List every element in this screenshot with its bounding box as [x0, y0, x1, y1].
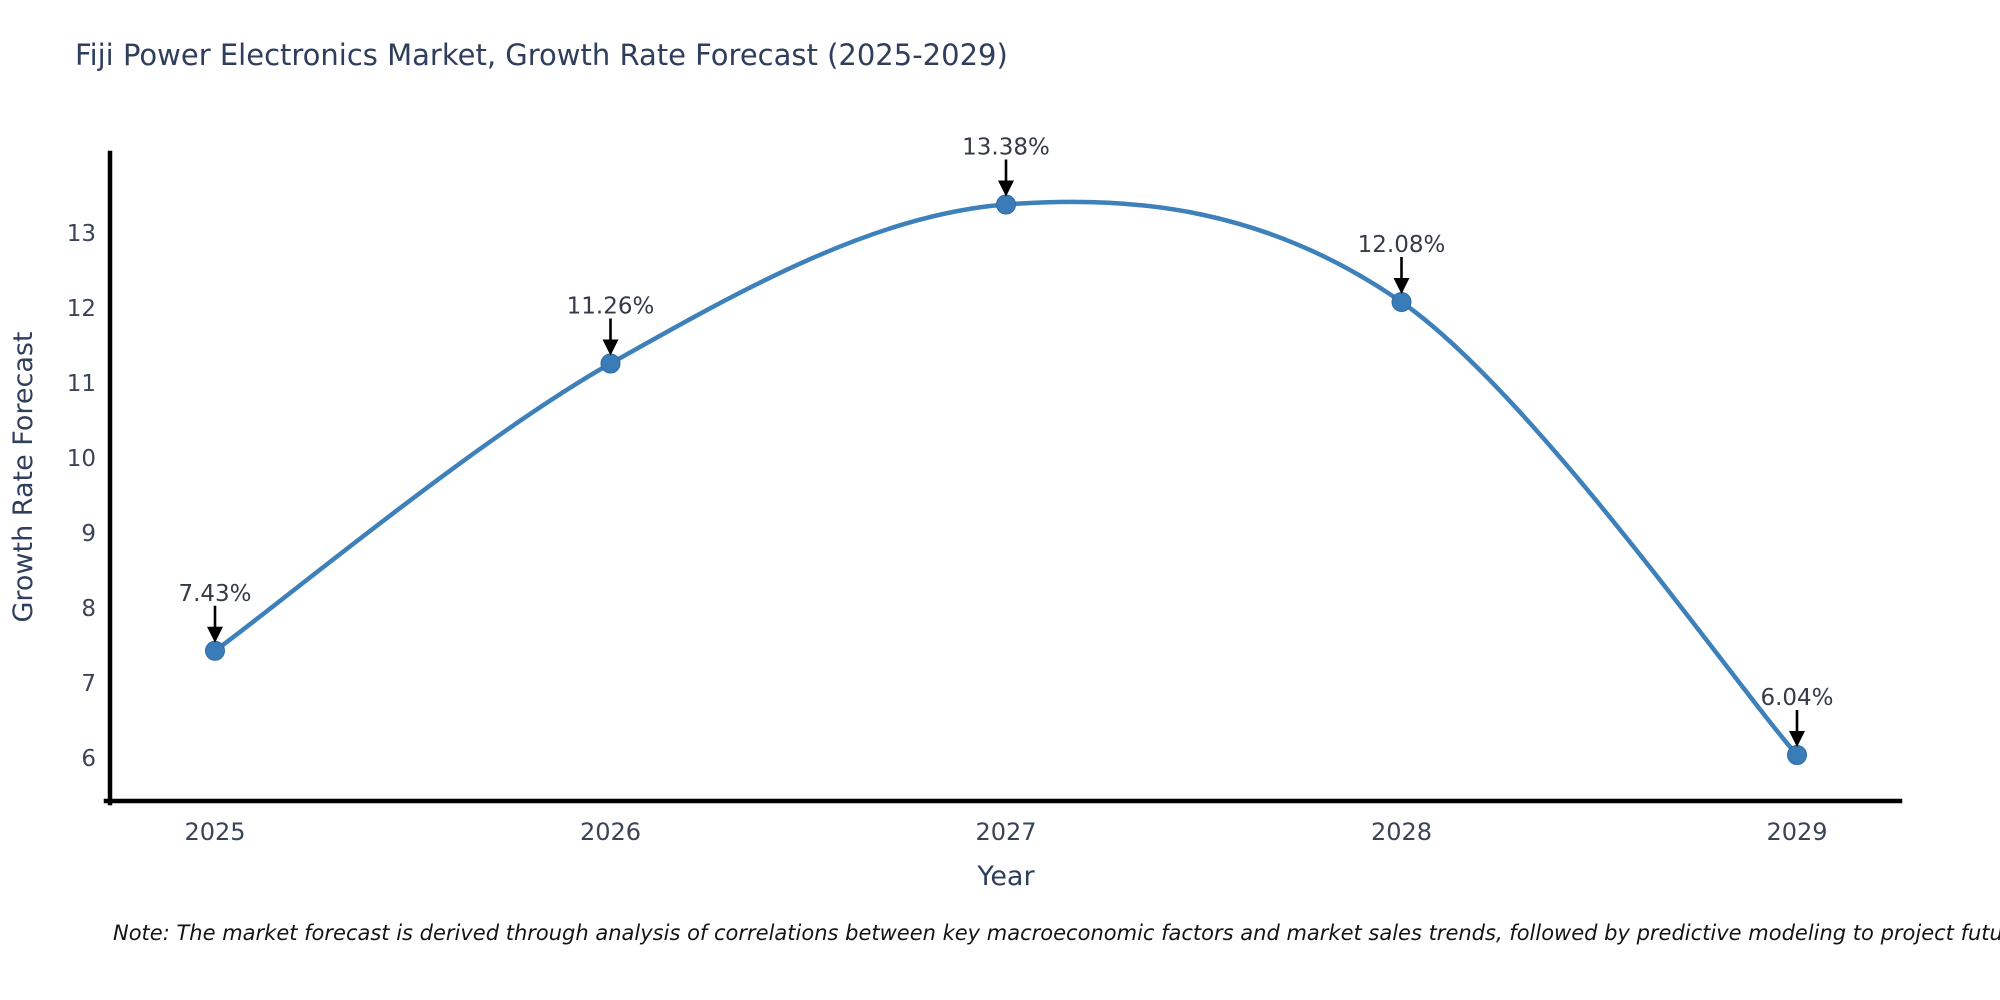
annotation-arrow-head-icon [602, 339, 619, 356]
annotation-arrow-head-icon [1393, 278, 1410, 294]
x-tick-label: 2028 [1371, 818, 1432, 846]
y-tick-label: 8 [81, 596, 96, 622]
x-axis-title: Year [976, 861, 1035, 892]
y-tick-label: 12 [67, 296, 96, 322]
data-point-marker [205, 640, 225, 661]
y-tick-label: 11 [67, 371, 96, 397]
data-point-marker [1787, 745, 1807, 765]
y-tick-label: 9 [81, 521, 96, 547]
data-point-marker [996, 194, 1016, 215]
plot-area: 6 7 8 9 10 11 12 13 2025 2026 2027 2028 2029 7.43% 11.… [67, 135, 1903, 846]
trend-line [212, 199, 1800, 758]
x-tick-label: 2026 [580, 818, 641, 846]
annotation-label: 12.08% [1358, 232, 1446, 258]
x-tick-label: 2025 [184, 818, 245, 846]
data-point-marker [600, 353, 621, 374]
y-axis-title: Growth Rate Forecast [8, 331, 39, 622]
annotation-label: 11.26% [567, 294, 655, 320]
x-tick-label: 2027 [975, 818, 1036, 846]
annotation-label: 13.38% [962, 135, 1050, 161]
annotation-label: 7.43% [178, 581, 251, 607]
chart-title: Fiji Power Electronics Market, Growth Ra… [75, 38, 1008, 72]
y-tick-label: 10 [67, 446, 96, 472]
annotation-arrow-head-icon [207, 626, 223, 643]
annotation-label: 6.04% [1760, 685, 1833, 711]
annotation-arrow-head-icon [998, 180, 1014, 197]
data-point-marker [1391, 292, 1412, 312]
y-tick-label: 6 [81, 746, 96, 772]
y-tick-label: 13 [67, 221, 96, 247]
x-tick-label: 2029 [1766, 818, 1827, 846]
footnote: Note: The market forecast is derived thr… [113, 921, 2000, 945]
annotation-arrow-head-icon [1789, 731, 1805, 747]
y-tick-label: 7 [81, 671, 96, 697]
